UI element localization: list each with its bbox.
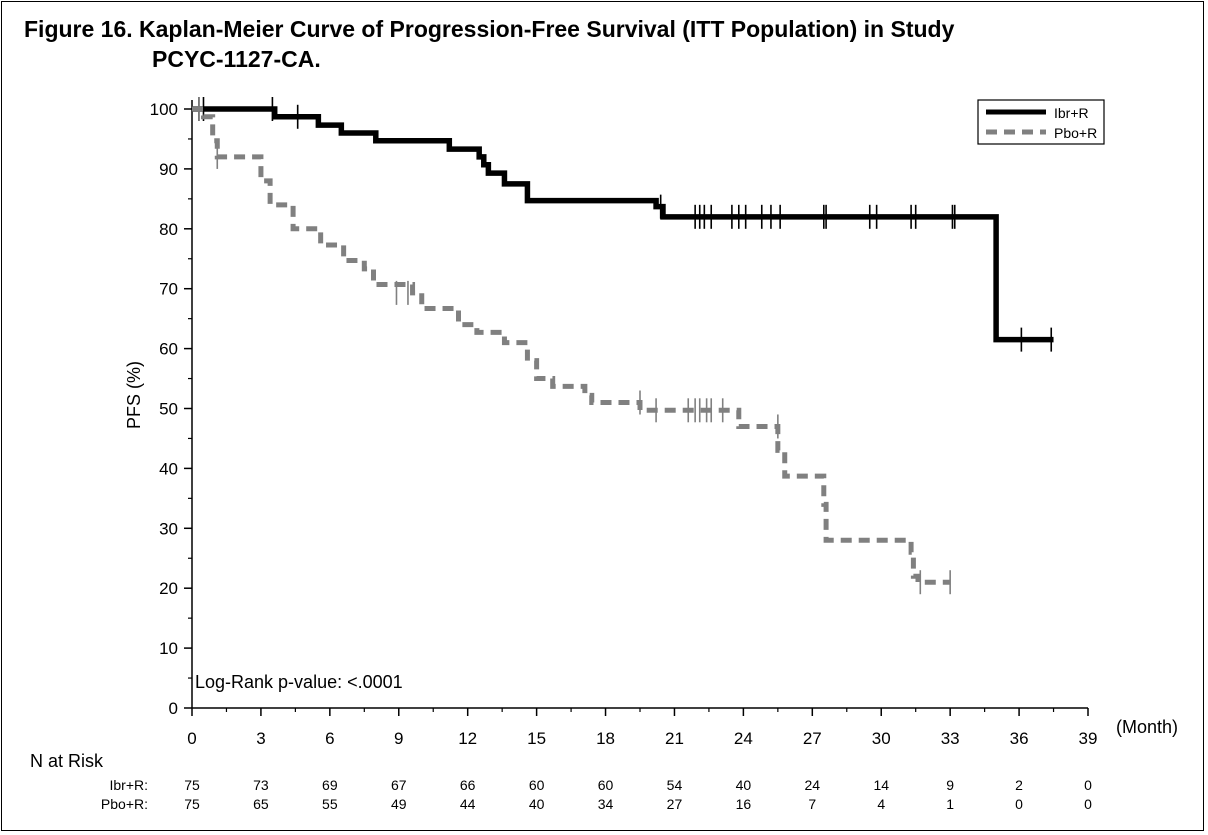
n-at-risk-value: 0 (1015, 796, 1023, 812)
axes: 0 3 6 9 12 15 18 21 24 27 30 33 36 390102030405060708… (150, 100, 1098, 748)
x-tick-label-9: 9 (394, 729, 403, 748)
n-at-risk-value: 1 (946, 796, 954, 812)
n-at-risk-value: 2 (1015, 777, 1023, 793)
n-at-risk-value: 60 (598, 777, 614, 793)
n-at-risk-value: 44 (460, 796, 476, 812)
x-tick-label-3: 3 (256, 729, 265, 748)
n-at-risk-value: 75 (184, 796, 200, 812)
n-at-risk-value: 65 (253, 796, 269, 812)
x-tick-label-18: 18 (596, 729, 615, 748)
y-tick-label-0: 0 (169, 699, 178, 718)
y-tick-label-30: 30 (159, 519, 178, 538)
n-at-risk-value: 54 (667, 777, 683, 793)
legend-box (977, 99, 1105, 145)
n-at-risk-value: 75 (184, 777, 200, 793)
n-at-risk-value: 0 (1084, 796, 1092, 812)
series-ibr-r-curve (192, 106, 1054, 343)
n-at-risk-value: 0 (1084, 777, 1092, 793)
n-at-risk-row-label: Pbo+R: (101, 796, 148, 812)
n-at-risk-row-label: Ibr+R: (109, 777, 148, 793)
x-tick-label-24: 24 (734, 729, 753, 748)
x-tick-label-39: 39 (1079, 729, 1098, 748)
n-at-risk-header: N at Risk (30, 751, 104, 771)
legend-label-ibr-r: Ibr+R (1054, 105, 1089, 121)
n-at-risk-value: 34 (598, 796, 614, 812)
n-at-risk-value: 60 (529, 777, 545, 793)
x-tick-label-12: 12 (458, 729, 477, 748)
n-at-risk-value: 9 (946, 777, 954, 793)
x-tick-label-33: 33 (941, 729, 960, 748)
log-rank-annotation: Log-Rank p-value: <.0001 (195, 672, 403, 692)
y-tick-label-100: 100 (150, 100, 178, 119)
y-tick-label-10: 10 (159, 639, 178, 658)
n-at-risk-value: 4 (877, 796, 885, 812)
n-at-risk-value: 73 (253, 777, 269, 793)
x-tick-label-36: 36 (1010, 729, 1029, 748)
x-tick-label-15: 15 (527, 729, 546, 748)
x-tick-label-21: 21 (665, 729, 684, 748)
n-at-risk-value: 40 (529, 796, 545, 812)
series-pbo-r-curve (192, 106, 951, 585)
n-at-risk-value: 24 (805, 777, 821, 793)
legend: Ibr+R Pbo+R (977, 99, 1105, 145)
n-at-risk-value: 67 (391, 777, 407, 793)
n-at-risk-value: 55 (322, 796, 338, 812)
x-tick-label-0: 0 (187, 729, 196, 748)
y-tick-label-40: 40 (159, 459, 178, 478)
x-tick-label-27: 27 (803, 729, 822, 748)
y-tick-label-80: 80 (159, 220, 178, 239)
x-tick-label-6: 6 (325, 729, 334, 748)
n-at-risk-value: 16 (736, 796, 752, 812)
x-axis-label: (Month) (1116, 717, 1178, 737)
n-at-risk-value: 69 (322, 777, 338, 793)
y-tick-label-50: 50 (159, 400, 178, 419)
legend-label-pbo-r: Pbo+R (1054, 125, 1097, 141)
n-at-risk-value: 7 (808, 796, 816, 812)
n-at-risk-value: 66 (460, 777, 476, 793)
y-tick-label-90: 90 (159, 160, 178, 179)
chart-title-line2: PCYC-1127-CA. (152, 46, 321, 72)
x-tick-label-30: 30 (872, 729, 891, 748)
y-tick-label-70: 70 (159, 280, 178, 299)
curves (192, 97, 1054, 595)
n-at-risk-value: 27 (667, 796, 683, 812)
y-axis-label: PFS (%) (124, 361, 144, 429)
n-at-risk-value: 49 (391, 796, 407, 812)
y-tick-label-60: 60 (159, 340, 178, 359)
y-tick-label-20: 20 (159, 579, 178, 598)
n-at-risk-value: 14 (873, 777, 889, 793)
chart-title-line1: Figure 16. Kaplan-Meier Curve of Progres… (24, 16, 955, 42)
n-at-risk-value: 40 (736, 777, 752, 793)
